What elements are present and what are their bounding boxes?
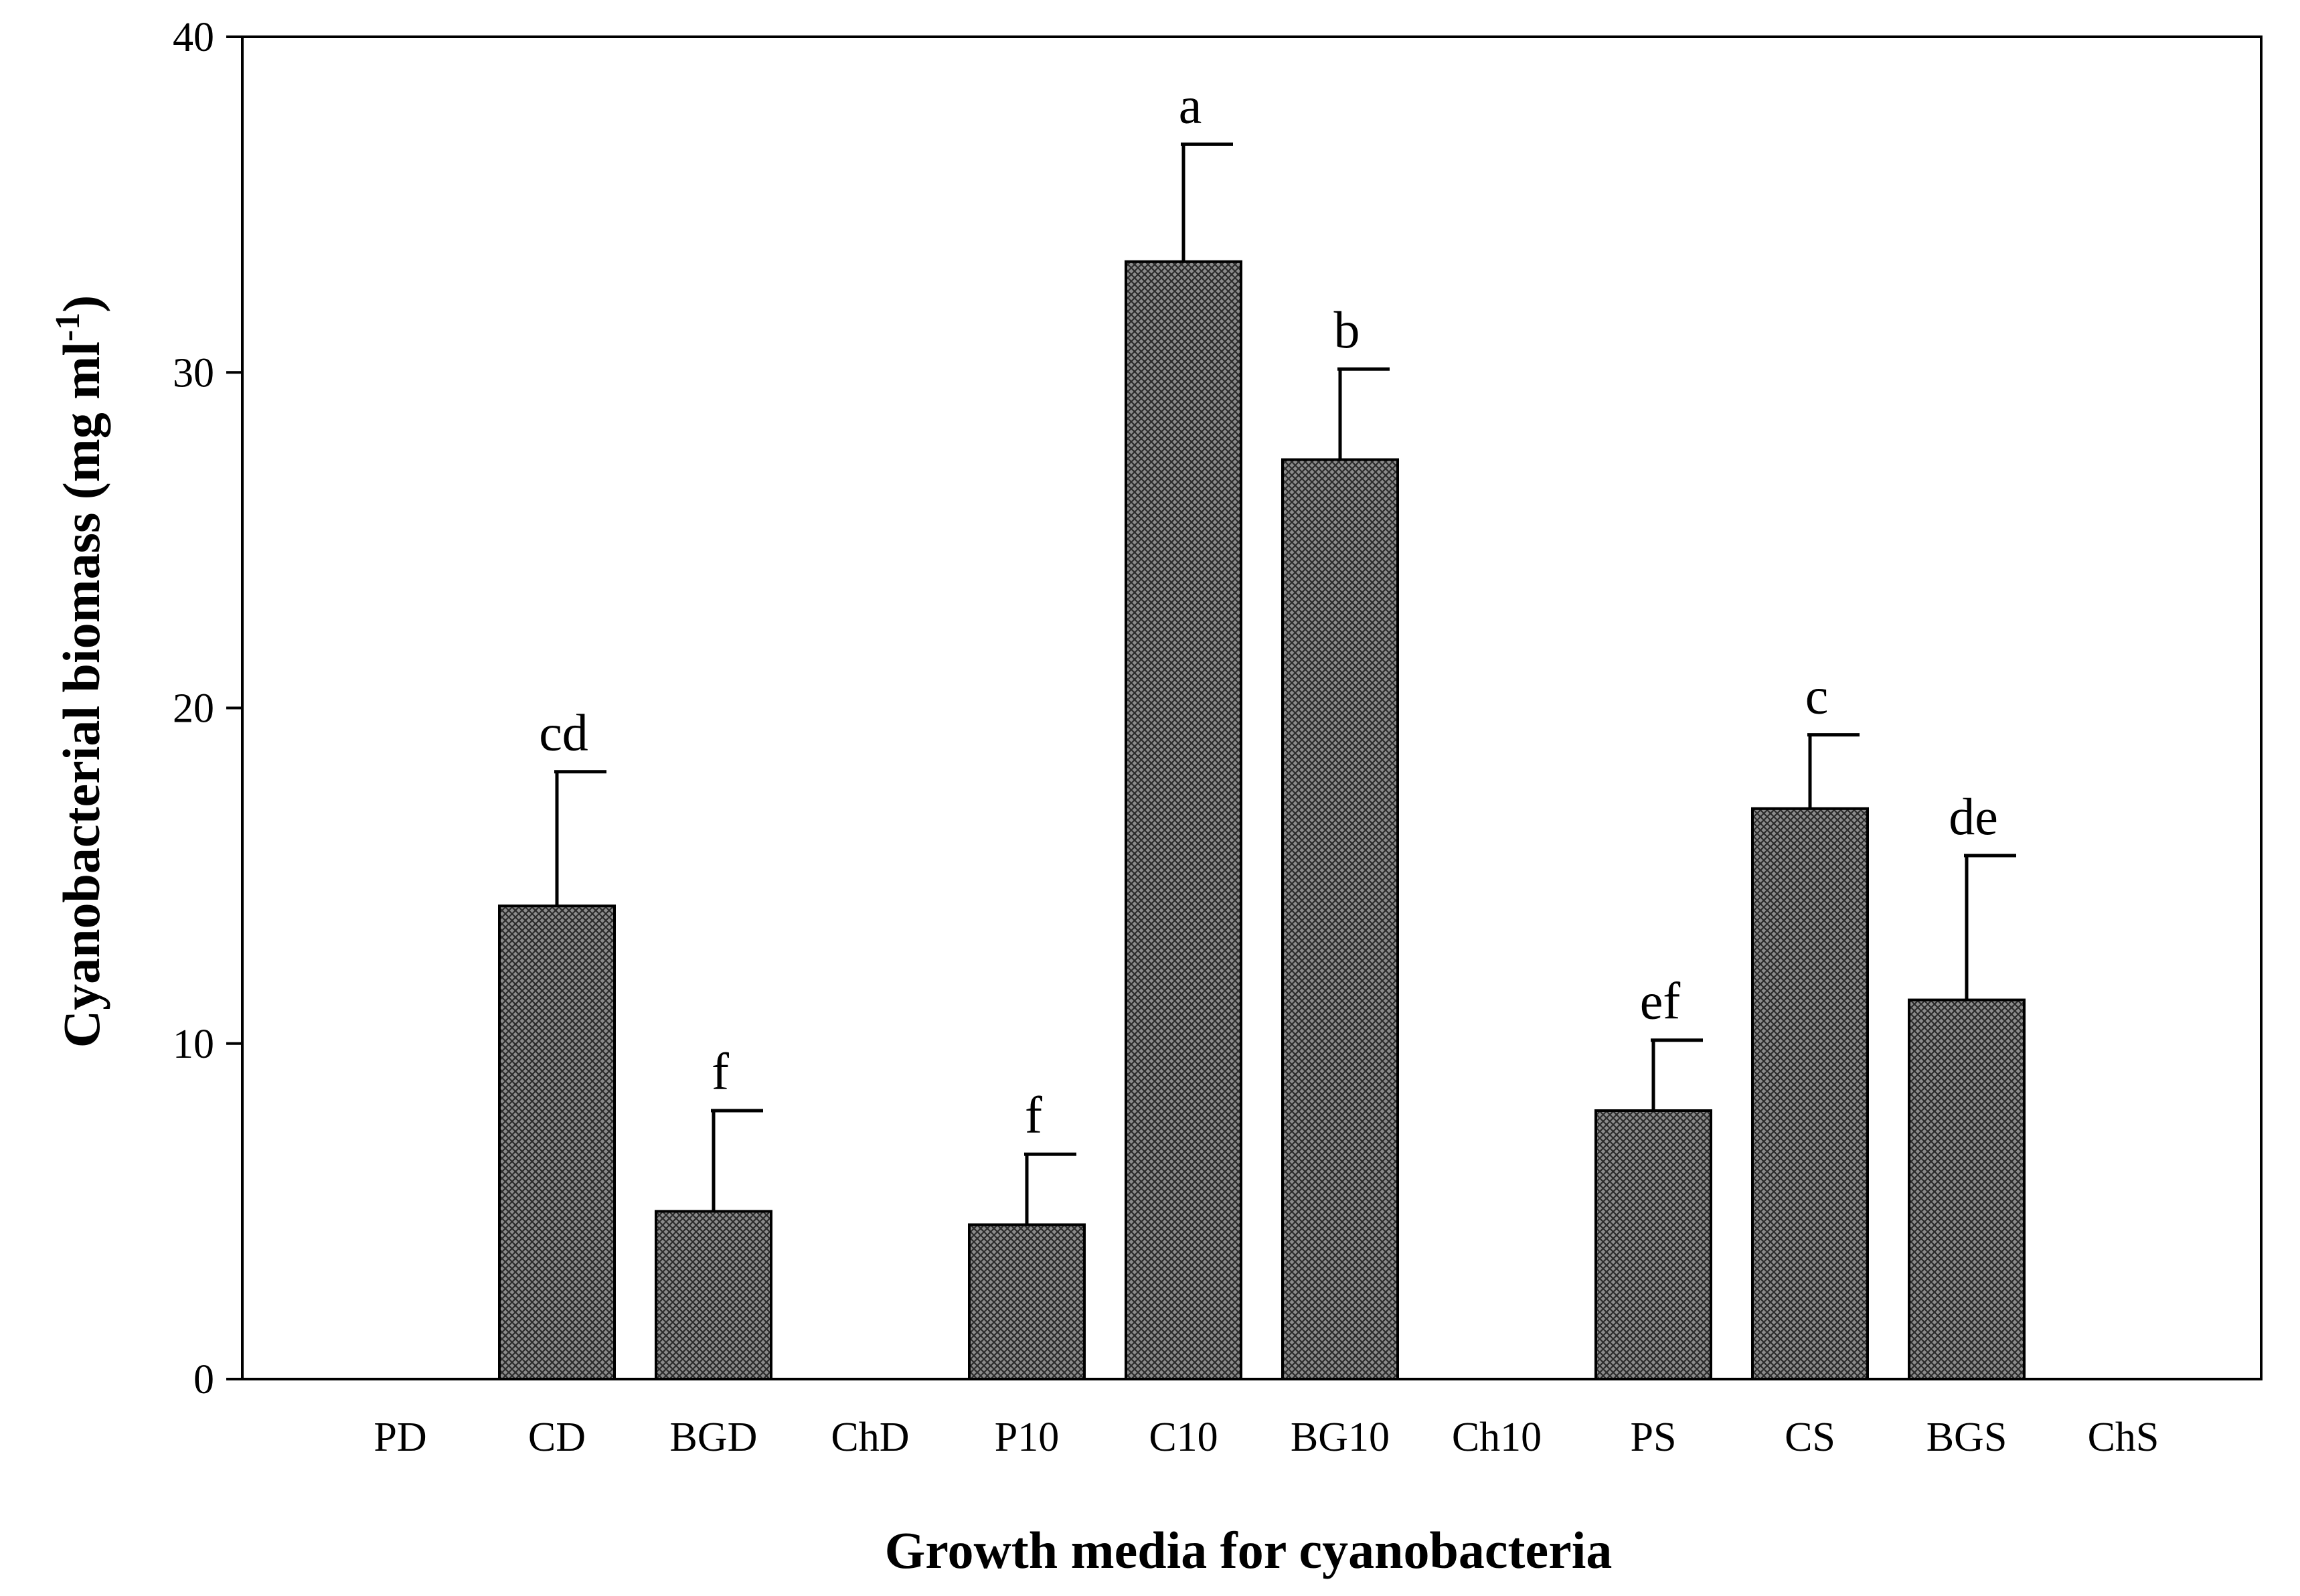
bar-cd — [498, 904, 616, 1381]
y-axis-title: Cyanobacterial biomass (mg ml-1) — [49, 295, 110, 1048]
bar-p10 — [968, 1223, 1086, 1381]
plot-area: 0 10 20 30 40 PD cd CD f BGD ChD f P10 a C10 b BG10 Ch10 e… — [173, 15, 2263, 1460]
bar-c10 — [1125, 260, 1242, 1380]
x-axis-title: Growth media for cyanobacteria — [885, 1521, 1613, 1579]
x-tick-label: C10 — [1149, 1415, 1218, 1460]
significance-label: b — [1334, 301, 1360, 359]
x-tick-label: ChD — [831, 1415, 909, 1460]
x-tick-label: P10 — [995, 1415, 1059, 1460]
significance-label: ef — [1640, 972, 1681, 1030]
x-tick-label: Ch10 — [1452, 1415, 1542, 1460]
x-tick-label: BGS — [1926, 1415, 2007, 1460]
x-tick-label: CD — [528, 1415, 586, 1460]
bar-bgs — [1908, 998, 2026, 1380]
significance-label: f — [712, 1042, 729, 1101]
y-tick-label: 10 — [173, 1022, 214, 1067]
y-axis-title-main: Cyanobacterial biomass (mg ml — [52, 341, 110, 1048]
axis-labels: Growth media for cyanobacteria Cyanobact… — [49, 295, 1612, 1579]
bar-bgd — [655, 1210, 772, 1380]
y-tick-label: 30 — [173, 350, 214, 396]
y-tick-label: 0 — [193, 1357, 214, 1403]
x-tick-label: PD — [374, 1415, 426, 1460]
bar-bg10 — [1281, 458, 1399, 1381]
x-tick-label: BG10 — [1291, 1415, 1390, 1460]
y-axis-title-superscript: -1 — [49, 313, 87, 341]
y-tick-label: 20 — [173, 686, 214, 732]
bar-ps — [1594, 1109, 1712, 1380]
significance-label: a — [1179, 76, 1202, 134]
x-tick-label: BGD — [670, 1415, 758, 1460]
y-axis-title-close: ) — [52, 295, 110, 313]
significance-label: cd — [539, 704, 588, 762]
y-tick-label: 40 — [173, 15, 214, 60]
significance-label: f — [1025, 1086, 1042, 1144]
bar-cs — [1751, 807, 1869, 1380]
significance-label: c — [1805, 667, 1829, 725]
x-tick-label: PS — [1631, 1415, 1677, 1460]
x-tick-label: ChS — [2088, 1415, 2159, 1460]
significance-label: de — [1949, 787, 1998, 846]
x-tick-label: CS — [1785, 1415, 1835, 1460]
